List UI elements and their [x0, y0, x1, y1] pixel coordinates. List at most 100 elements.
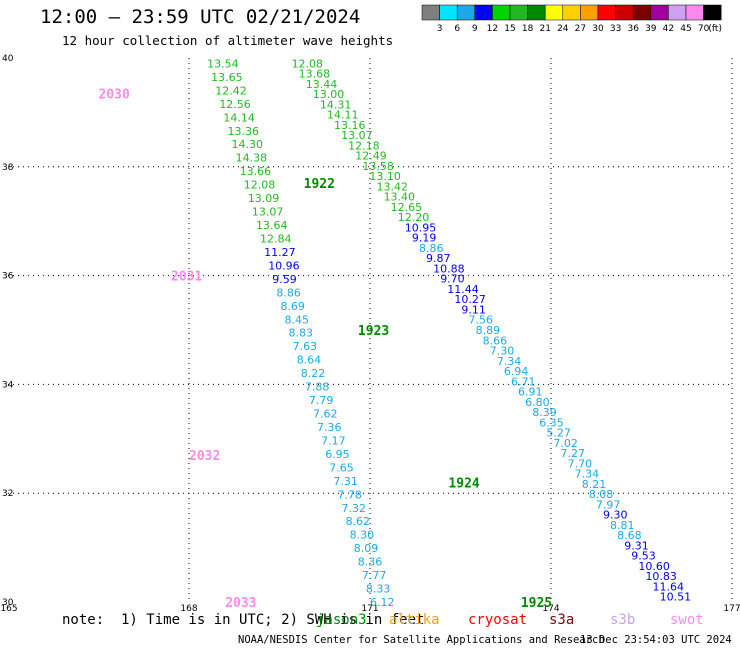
wave-height-label: 13.07 — [341, 129, 373, 142]
wave-height-label: 10.27 — [454, 293, 486, 306]
pass-time-label: 1923 — [358, 324, 389, 339]
x-tick-label: 174 — [542, 604, 559, 614]
wave-height-label: 9.59 — [272, 273, 297, 286]
y-tick-label: 30 — [2, 598, 14, 608]
wave-height-label: 13.36 — [227, 125, 259, 138]
wave-height-label: 8.81 — [610, 519, 635, 532]
footer-timestamp: 13 Dec 23:54:03 UTC 2024 — [580, 634, 732, 646]
legend-swatch — [562, 4, 581, 21]
wave-height-label: 6.35 — [539, 416, 564, 429]
wave-height-label: 11.44 — [447, 283, 479, 296]
wave-height-label: 10.88 — [433, 262, 465, 275]
legend-label: 15 — [504, 24, 515, 34]
wave-height-label: 7.34 — [575, 468, 600, 481]
wave-height-label: 8.36 — [358, 556, 383, 569]
wave-height-label: 13.40 — [384, 191, 416, 204]
wave-height-label: 12.49 — [355, 150, 387, 163]
legend-swatch — [544, 4, 564, 21]
legend-swatch — [685, 4, 704, 21]
wave-height-label: 11.64 — [653, 580, 685, 593]
wave-height-label: 14.38 — [236, 152, 267, 165]
pass-time-label: 2031 — [171, 270, 202, 285]
wave-height-label: 7.78 — [337, 488, 362, 501]
wave-height-label: 8.39 — [532, 406, 557, 419]
wave-height-label: 8.21 — [582, 478, 607, 491]
wave-height-label: 14.30 — [232, 138, 264, 151]
wave-height-label: 12.18 — [348, 139, 380, 152]
pass-time-label: 1925 — [521, 596, 552, 611]
wave-height-label: 13.10 — [369, 170, 401, 183]
wave-height-label: 7.77 — [362, 569, 387, 582]
wave-height-label: 13.09 — [248, 192, 280, 205]
wave-height-label: 10.83 — [645, 570, 677, 583]
legend-swatch — [527, 4, 546, 21]
satellite-cryosat: cryosat — [468, 612, 528, 628]
x-tick-label: 171 — [361, 604, 378, 614]
wave-height-label: 8.83 — [289, 327, 314, 340]
wave-height-label: 12.56 — [219, 98, 251, 111]
wave-height-label: 7.02 — [553, 437, 578, 450]
legend-label: 3 — [437, 24, 443, 34]
wave-height-label: 13.42 — [376, 180, 408, 193]
wave-height-label: 13.07 — [252, 206, 284, 219]
legend-label: 45 — [680, 24, 691, 34]
wave-height-label: 7.34 — [497, 355, 522, 368]
wave-height-label: 7.30 — [490, 345, 515, 358]
wave-height-label: 12.84 — [260, 232, 292, 245]
wave-height-label: 6.94 — [504, 365, 528, 378]
legend-label: 33 — [610, 24, 621, 34]
x-tick-label: 177 — [723, 604, 740, 614]
wave-height-label: 9.31 — [624, 539, 649, 552]
wave-height-label: 8.22 — [301, 367, 326, 380]
legend-label: 27 — [575, 24, 586, 34]
wave-height-label: 7.79 — [309, 394, 334, 407]
legend-swatch — [650, 4, 669, 21]
legend-swatch — [632, 4, 652, 21]
footer-credit: NOAA/NESDIS Center for Satellite Applica… — [238, 634, 605, 646]
legend-label: 39 — [645, 24, 657, 34]
pass-time-label: 1924 — [448, 476, 479, 491]
legend-label: 21 — [539, 24, 550, 34]
wave-height-label: 8.86 — [419, 242, 444, 255]
legend-label: 6 — [454, 24, 460, 34]
legend-swatch — [456, 4, 476, 21]
wave-height-label: 13.44 — [306, 78, 338, 91]
satellite-s3b: s3b — [610, 612, 636, 628]
pass-time-label: 2030 — [99, 87, 130, 102]
wave-height-label: 13.00 — [313, 88, 345, 101]
legend-label: 18 — [522, 24, 534, 34]
satellite-jason3: jason3 — [316, 612, 367, 628]
wave-height-label: 9.11 — [461, 303, 486, 316]
legend-swatch — [668, 4, 687, 21]
legend-swatch — [580, 4, 599, 21]
y-tick-label: 32 — [2, 489, 13, 499]
y-tick-label: 40 — [2, 54, 14, 64]
wave-height-label: 12.20 — [398, 211, 430, 224]
wave-height-label: 9.19 — [412, 232, 437, 245]
wave-height-label: 7.32 — [341, 502, 366, 515]
wave-height-label: 12.08 — [244, 179, 276, 192]
wave-height-label: 7.88 — [305, 381, 330, 394]
wave-height-label: 14.31 — [320, 98, 352, 111]
wave-height-label: 12.65 — [391, 201, 423, 214]
wave-height-label: 9.30 — [603, 509, 628, 522]
legend-label: 36 — [627, 24, 639, 34]
wave-height-label: 7.70 — [568, 457, 593, 470]
wave-height-label: 7.56 — [469, 314, 494, 327]
wave-height-label: 8.68 — [617, 529, 642, 542]
wave-height-label: 7.27 — [561, 447, 586, 460]
wave-height-label: 9.53 — [631, 550, 656, 563]
wave-height-label: 14.14 — [223, 111, 255, 124]
wave-height-label: 13.16 — [334, 119, 366, 132]
wave-height-label: 13.65 — [211, 71, 243, 84]
wave-height-label: 8.09 — [354, 542, 379, 555]
pass-time-label: 1922 — [304, 177, 335, 192]
wave-height-label: 6.91 — [518, 386, 543, 399]
y-tick-label: 34 — [2, 380, 14, 390]
legend-swatch — [421, 4, 440, 21]
legend-label: 9 — [472, 24, 478, 34]
legend-swatch — [439, 4, 458, 21]
wave-height-label: 13.58 — [362, 160, 394, 173]
chart-title: 12:00 – 23:59 UTC 02/21/2024 — [40, 6, 361, 28]
wave-height-label: 12.42 — [215, 84, 247, 97]
